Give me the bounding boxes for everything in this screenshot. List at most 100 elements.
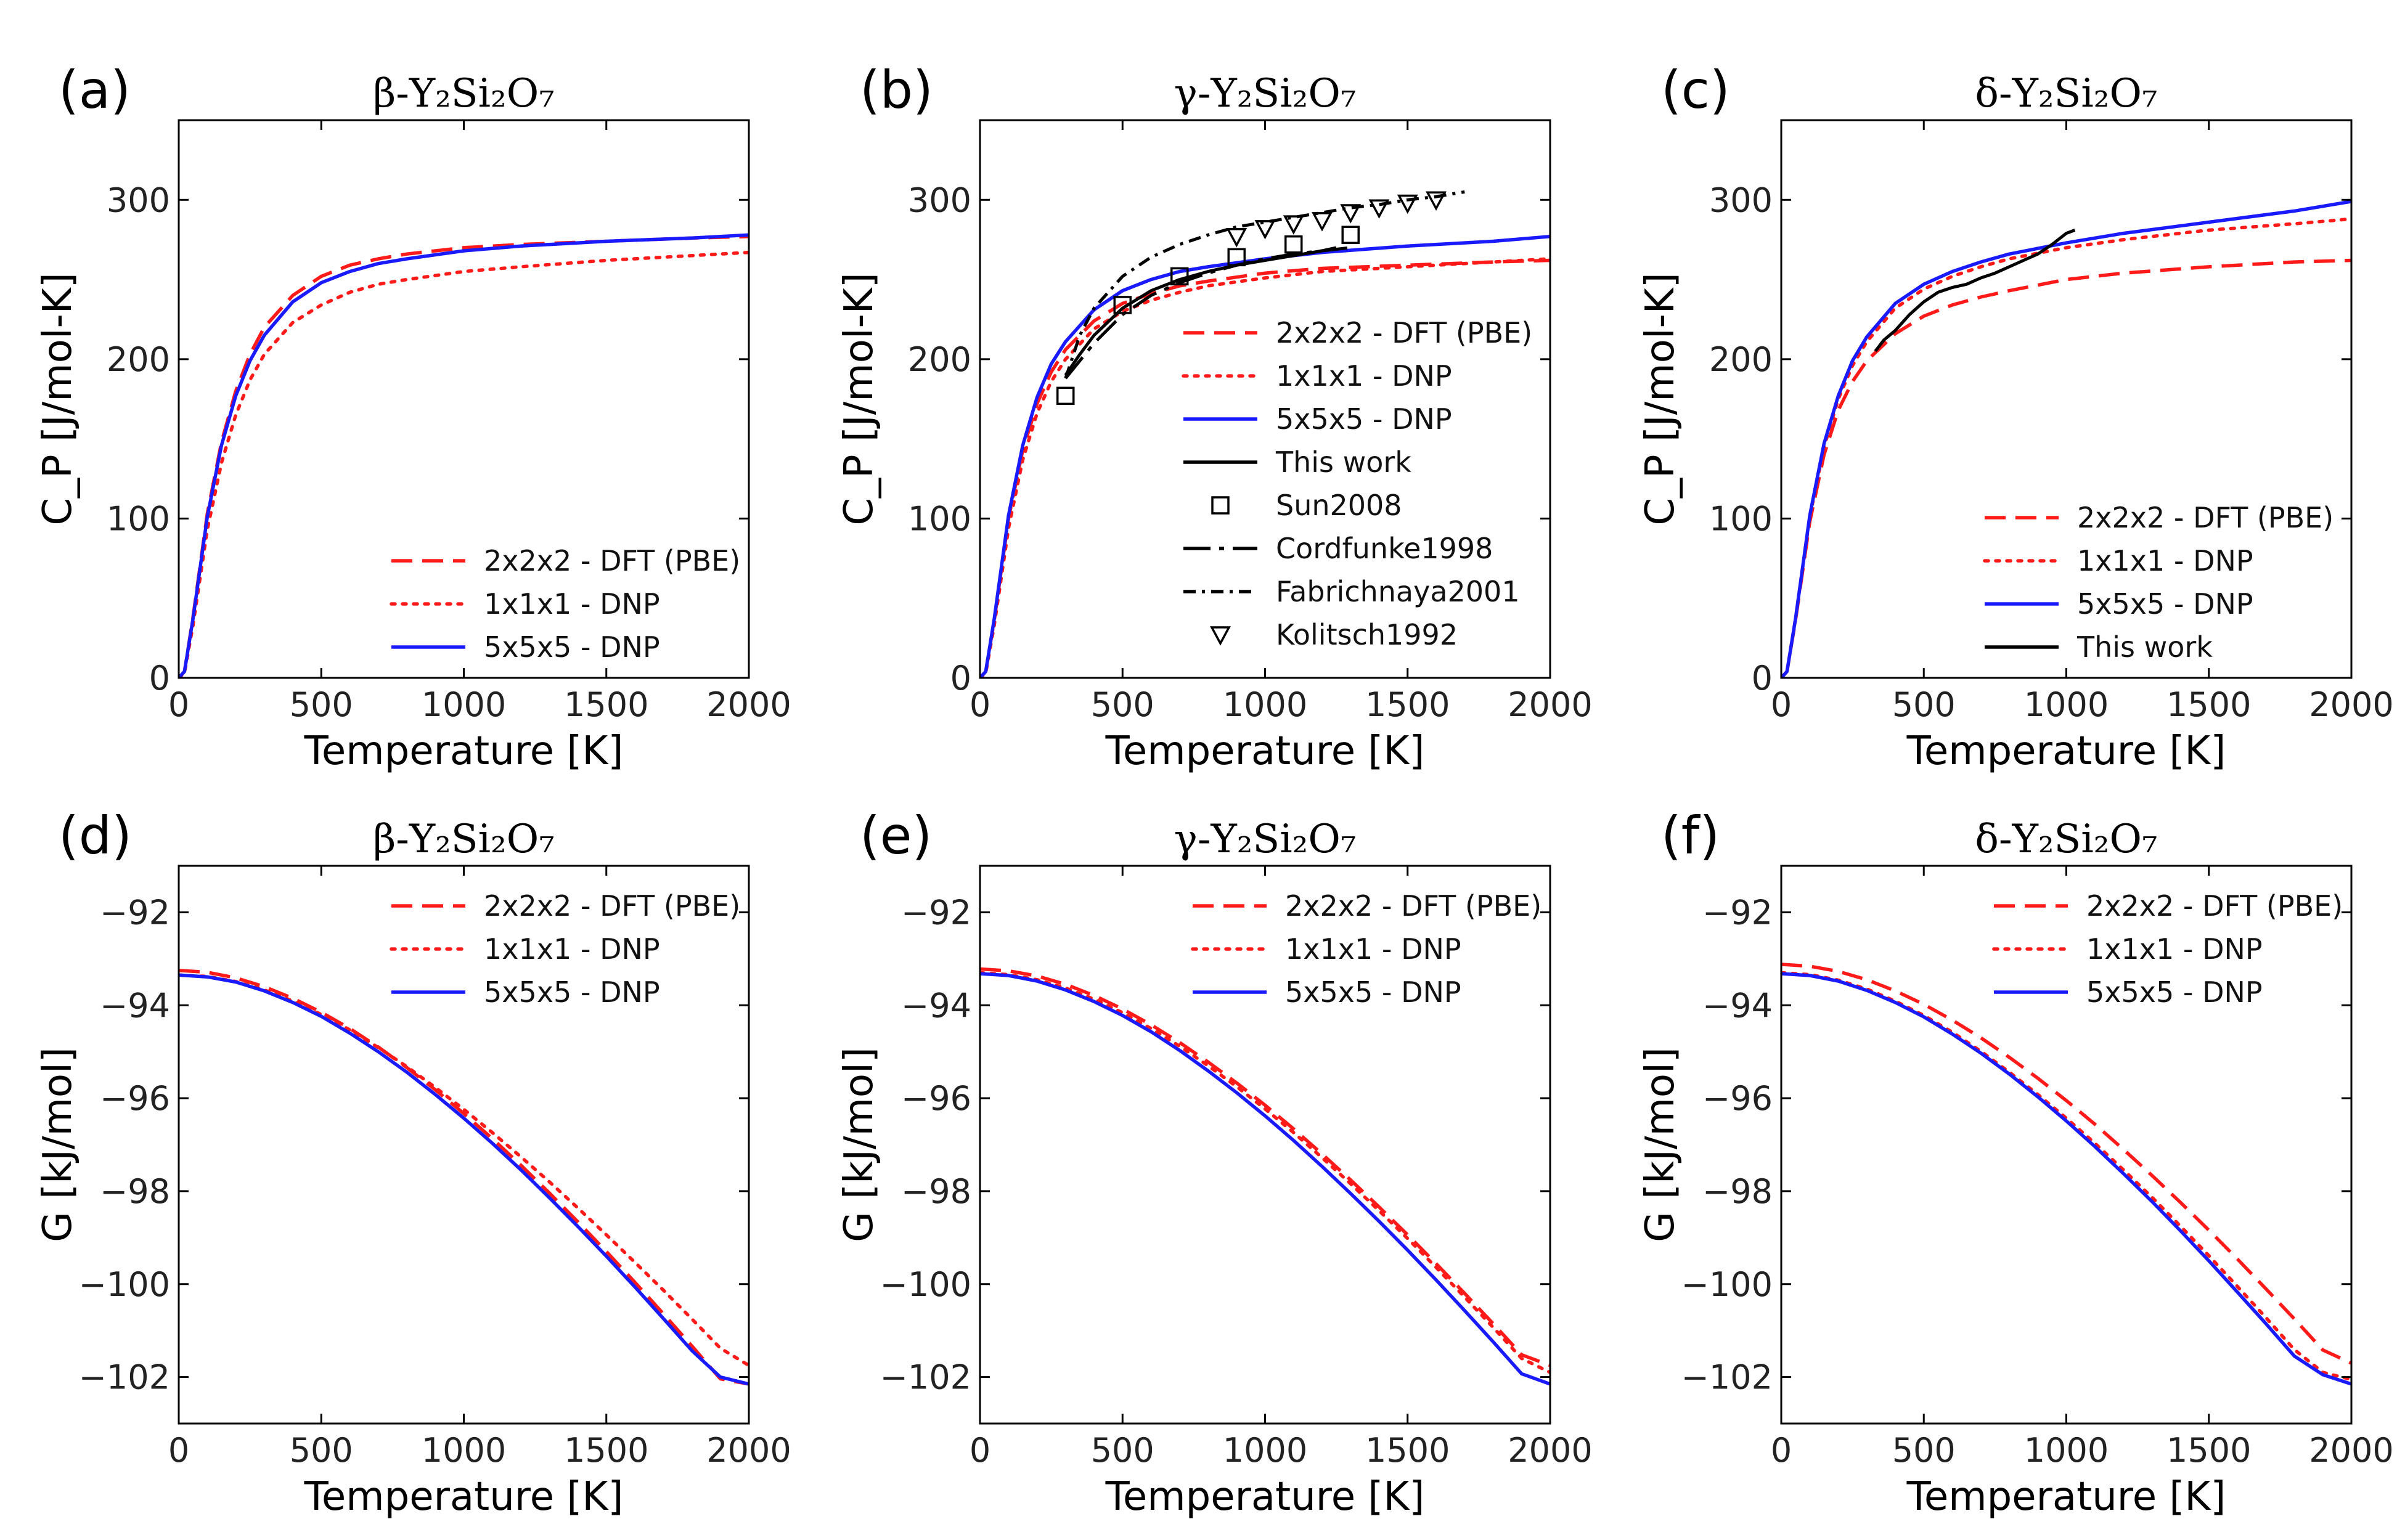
series-kolitsch1992-point (1283, 215, 1304, 235)
x-tick-label: 500 (290, 685, 353, 724)
series-2x2x2-dft-pbe-line (179, 968, 749, 1386)
y-tick-label: 100 (107, 499, 170, 538)
x-tick-label: 1000 (422, 685, 506, 724)
x-tick-label: 2000 (2309, 1431, 2393, 1470)
y-tick-label: −100 (1681, 1265, 1773, 1304)
y-tick-label: −96 (901, 1079, 971, 1118)
series-kolitsch1992-point (1426, 191, 1447, 211)
y-tick-label: −98 (901, 1172, 971, 1211)
legend-2x2x2-dft-pbe-label: 2x2x2 - DFT (PBE) (2086, 889, 2343, 923)
plot-frame (1780, 865, 2353, 1425)
y-axis-label: C_P [J/mol-K] (1638, 272, 1683, 525)
series-sun2008-point (1284, 235, 1303, 254)
y-axis-label: C_P [J/mol-K] (836, 272, 882, 525)
chart-panel-d: 0 500 1000 1500 2000 −92 −94 −96 −98 −100 −102 Temp… (35, 805, 791, 1520)
y-tick-label: 0 (950, 659, 971, 698)
series-2x2x2-dft-pbe-line (980, 967, 1550, 1367)
chart-panel-f: 0 500 1000 1500 2000 −92 −94 −96 −98 −100 −102 Temp… (1638, 805, 2394, 1520)
legend-sun2008-swatch (1211, 496, 1230, 515)
y-tick-label: 300 (107, 181, 170, 219)
legend-5x5x5-dnp-label: 5x5x5 - DNP (1285, 976, 1461, 1009)
series-5x5x5-dnp-line (179, 233, 749, 678)
series-5x5x5-dnp-line (1781, 200, 2351, 678)
y-tick-label: −94 (901, 986, 971, 1025)
legend-2x2x2-dft-pbe-label: 2x2x2 - DFT (PBE) (1285, 889, 1541, 923)
series-1x1x1-dnp-line (1781, 971, 2351, 1382)
x-tick-label: 0 (1771, 685, 1792, 724)
series-this-work-line (1874, 229, 2076, 352)
chart-panel-a: 0 500 1000 1500 2000 0 100 200 300 Temperature [K… (35, 60, 791, 774)
legend-2x2x2-dft-pbe-label: 2x2x2 - DFT (PBE) (2077, 501, 2334, 534)
plot-frame (979, 865, 1551, 1425)
legend-5x5x5-dnp-label: 5x5x5 - DNP (484, 630, 660, 664)
x-tick-label: 1000 (1223, 685, 1307, 724)
x-axis-label: Temperature [K] (1906, 1474, 2226, 1520)
chart-title: δ-Y₂Si₂O₇ (1975, 71, 2157, 116)
y-tick-label: 0 (1752, 659, 1773, 698)
legend-sun2008-label: Sun2008 (1276, 489, 1402, 522)
legend-1x1x1-dnp-label: 1x1x1 - DNP (484, 932, 660, 966)
series-1x1x1-dnp-line (179, 250, 749, 678)
legend-2x2x2-dft-pbe-label: 2x2x2 - DFT (PBE) (1276, 316, 1532, 349)
series-5x5x5-dnp-line (1781, 972, 2351, 1386)
x-axis-label: Temperature [K] (1105, 1474, 1425, 1520)
panel-label: (d) (59, 805, 132, 866)
y-axis-label: C_P [J/mol-K] (35, 272, 81, 525)
x-tick-label: 2000 (1508, 685, 1592, 724)
legend-5x5x5-dnp-label: 5x5x5 - DNP (2077, 587, 2253, 621)
y-tick-label: −94 (1702, 986, 1773, 1025)
legend-this-work-label: This work (2076, 630, 2213, 664)
series-2x2x2-dft-pbe-line (179, 235, 749, 678)
x-tick-label: 1000 (2024, 1431, 2109, 1470)
y-axis-label: G [kJ/mol] (1638, 1047, 1683, 1242)
series-2x2x2-dft-pbe-line (1781, 963, 2351, 1365)
y-tick-label: 200 (908, 340, 971, 379)
y-tick-label: −94 (100, 986, 170, 1025)
x-tick-label: 0 (168, 1431, 189, 1470)
x-tick-label: 1000 (1223, 1431, 1307, 1470)
panel-label: (b) (860, 60, 933, 120)
x-tick-label: 500 (1091, 1431, 1154, 1470)
y-tick-label: −102 (79, 1358, 170, 1397)
chart-title: β-Y₂Si₂O₇ (373, 71, 555, 116)
chart-title: γ-Y₂Si₂O₇ (1174, 71, 1357, 116)
x-tick-label: 1500 (2166, 1431, 2251, 1470)
legend-kolitsch1992-swatch (1210, 626, 1231, 646)
legend-1x1x1-dnp-label: 1x1x1 - DNP (484, 587, 660, 621)
y-axis-label: G [kJ/mol] (836, 1047, 882, 1242)
plot-frame (178, 865, 750, 1425)
series-cordfunke1998-line (1064, 246, 1351, 380)
chart-panel-c: 0 500 1000 1500 2000 0 100 200 300 Temperature [K… (1638, 60, 2394, 774)
x-tick-label: 0 (970, 1431, 990, 1470)
x-tick-label: 500 (1892, 685, 1956, 724)
x-axis-label: Temperature [K] (304, 1474, 624, 1520)
x-tick-label: 2000 (706, 1431, 791, 1470)
y-tick-label: −92 (901, 893, 971, 932)
x-tick-label: 1500 (1365, 685, 1450, 724)
y-tick-label: −100 (79, 1265, 170, 1304)
x-tick-label: 1500 (1365, 1431, 1450, 1470)
chart-panel-b: 0 500 1000 1500 2000 0 100 200 300 Temperature [K… (836, 60, 1593, 774)
x-tick-label: 1500 (2166, 685, 2251, 724)
series-2x2x2-dft-pbe-line (980, 258, 1550, 678)
y-tick-label: −100 (880, 1265, 971, 1304)
series-sun2008-point (1056, 386, 1075, 405)
panel-label: (e) (860, 805, 932, 866)
y-tick-label: 300 (1709, 181, 1773, 219)
panel-label: (f) (1661, 805, 1720, 866)
x-tick-label: 500 (290, 1431, 353, 1470)
chart-title: δ-Y₂Si₂O₇ (1975, 817, 2157, 862)
y-tick-label: −96 (100, 1079, 170, 1118)
x-tick-label: 500 (1091, 685, 1154, 724)
y-tick-label: 0 (149, 659, 170, 698)
series-1x1x1-dnp-line (980, 971, 1550, 1374)
legend-1x1x1-dnp-label: 1x1x1 - DNP (1276, 359, 1452, 393)
legend-2x2x2-dft-pbe-label: 2x2x2 - DFT (PBE) (484, 889, 740, 923)
series-5x5x5-dnp-line (179, 973, 749, 1386)
y-tick-label: 100 (1709, 499, 1773, 538)
series-sun2008-point (1341, 226, 1360, 244)
y-tick-label: −102 (1681, 1358, 1773, 1397)
y-tick-label: 100 (908, 499, 971, 538)
y-tick-label: −92 (1702, 893, 1773, 932)
